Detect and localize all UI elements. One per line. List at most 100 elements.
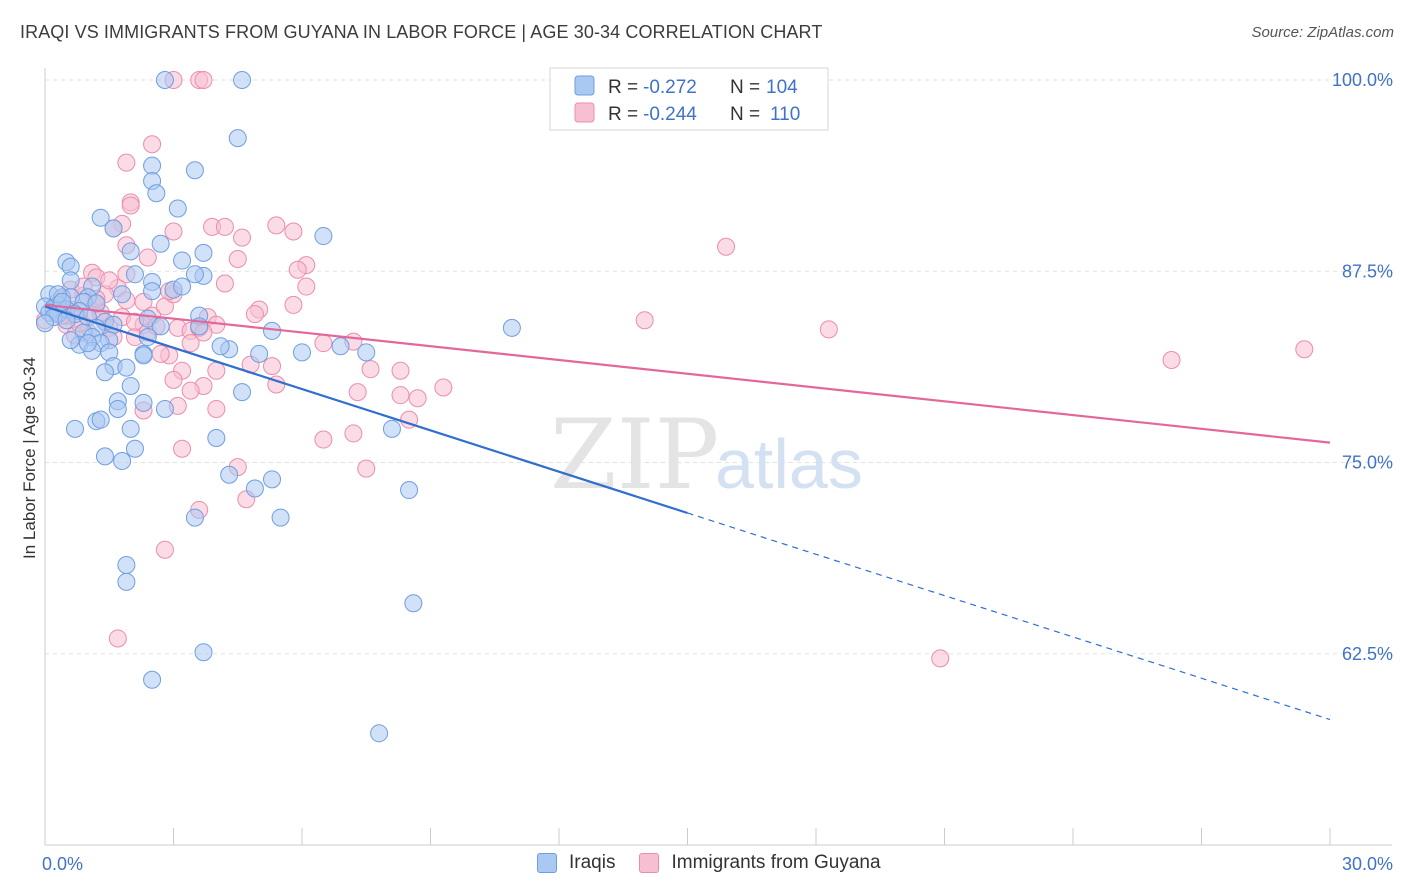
data-point-iraqis xyxy=(147,184,166,203)
data-point-guyana xyxy=(245,305,264,324)
watermark-atlas: atlas xyxy=(715,425,863,503)
data-point-iraqis xyxy=(271,508,290,527)
data-point-iraqis xyxy=(207,429,226,448)
data-point-iraqis xyxy=(151,234,170,253)
data-point-guyana xyxy=(215,274,234,293)
y-axis-label: In Labor Force | Age 30-34 xyxy=(20,357,39,559)
data-point-iraqis xyxy=(57,311,76,330)
stats-r-label: R = xyxy=(608,104,638,125)
data-point-guyana xyxy=(314,430,333,449)
y-tick-label: 62.5% xyxy=(1342,644,1393,664)
data-point-guyana xyxy=(143,135,162,154)
data-point-guyana xyxy=(314,334,333,353)
data-point-iraqis xyxy=(95,363,114,382)
legend-item-guyana: Immigrants from Guyana xyxy=(639,852,881,874)
data-point-iraqis xyxy=(293,343,311,362)
data-point-guyana xyxy=(1295,340,1314,359)
data-point-iraqis xyxy=(104,219,123,238)
data-point-iraqis xyxy=(61,331,80,350)
data-point-guyana xyxy=(100,271,119,290)
data-point-iraqis xyxy=(134,393,153,412)
data-point-guyana xyxy=(228,250,247,269)
stats-swatch-pink xyxy=(574,102,595,123)
data-point-iraqis xyxy=(134,346,153,365)
watermark: ZIP atlas xyxy=(550,399,863,511)
data-point-iraqis xyxy=(314,227,333,246)
data-point-guyana xyxy=(117,153,136,172)
stats-r-label: R = xyxy=(608,77,638,98)
data-point-iraqis xyxy=(168,199,187,218)
data-point-iraqis xyxy=(220,465,239,484)
data-point-iraqis xyxy=(155,399,174,418)
data-point-iraqis xyxy=(357,343,376,362)
data-point-iraqis xyxy=(143,282,162,301)
legend-swatch-blue xyxy=(537,853,557,873)
data-point-guyana xyxy=(233,228,252,247)
data-point-iraqis xyxy=(173,251,192,270)
data-point-guyana xyxy=(207,399,226,418)
data-point-iraqis xyxy=(113,285,132,304)
data-point-guyana xyxy=(408,389,427,408)
data-point-iraqis xyxy=(173,277,192,296)
data-point-iraqis xyxy=(91,410,110,429)
data-point-iraqis xyxy=(245,479,264,498)
data-point-guyana xyxy=(267,216,286,235)
data-point-guyana xyxy=(151,344,170,363)
data-point-guyana xyxy=(194,71,213,89)
data-point-guyana xyxy=(173,439,192,458)
data-point-guyana xyxy=(391,386,410,405)
data-point-guyana xyxy=(263,357,282,376)
y-tick-label: 87.5% xyxy=(1342,261,1393,281)
stats-n-value: 104 xyxy=(766,77,798,98)
data-point-iraqis xyxy=(211,337,230,356)
data-point-iraqis xyxy=(121,242,140,261)
data-point-iraqis xyxy=(194,643,213,662)
data-point-guyana xyxy=(297,277,316,296)
data-point-iraqis xyxy=(143,156,162,175)
stats-n-label: N = xyxy=(730,104,760,125)
data-point-guyana xyxy=(181,381,200,400)
data-point-guyana xyxy=(348,383,367,402)
x-tick-label: 30.0% xyxy=(1342,854,1393,874)
trend-line-iraqis xyxy=(44,305,688,515)
data-point-iraqis xyxy=(502,318,521,337)
data-point-guyana xyxy=(717,237,736,256)
data-point-iraqis xyxy=(155,71,174,89)
source-label: Source: ZipAtlas.com xyxy=(1251,24,1394,41)
data-point-iraqis xyxy=(185,161,204,180)
data-point-iraqis xyxy=(91,208,110,227)
data-point-iraqis xyxy=(250,344,269,363)
chart-legend: Iraqis Immigrants from Guyana xyxy=(537,852,905,874)
stats-r-value: -0.272 xyxy=(643,77,697,98)
stats-swatch-blue xyxy=(574,75,595,96)
data-point-guyana xyxy=(207,361,226,380)
data-point-iraqis xyxy=(194,243,213,262)
data-point-iraqis xyxy=(87,294,106,313)
data-point-iraqis xyxy=(331,337,350,356)
data-point-iraqis xyxy=(95,447,114,466)
data-point-guyana xyxy=(391,361,410,380)
data-point-guyana xyxy=(164,370,183,389)
watermark-zip: ZIP xyxy=(550,399,719,511)
data-point-iraqis xyxy=(370,724,389,743)
y-tick-label: 100.0% xyxy=(1332,70,1393,90)
data-point-guyana xyxy=(361,360,380,379)
data-point-guyana xyxy=(635,311,654,330)
data-point-guyana xyxy=(108,629,127,648)
data-point-guyana xyxy=(1162,350,1181,369)
data-point-iraqis xyxy=(125,265,144,284)
chart-title: IRAQI VS IMMIGRANTS FROM GUYANA IN LABOR… xyxy=(20,22,823,42)
data-point-iraqis xyxy=(108,399,127,418)
stats-legend: R = -0.272 N = 104 R = -0.244 N = 110 xyxy=(549,67,829,131)
data-point-guyana xyxy=(164,222,183,241)
data-point-guyana xyxy=(434,378,453,397)
data-point-iraqis xyxy=(400,481,419,500)
x-tick-label: 0.0% xyxy=(42,854,83,874)
data-point-guyana xyxy=(284,295,303,314)
data-point-iraqis xyxy=(78,334,97,353)
data-point-iraqis xyxy=(233,71,252,89)
data-point-iraqis xyxy=(382,419,401,438)
data-point-iraqis xyxy=(404,594,423,613)
data-point-guyana xyxy=(284,222,303,241)
